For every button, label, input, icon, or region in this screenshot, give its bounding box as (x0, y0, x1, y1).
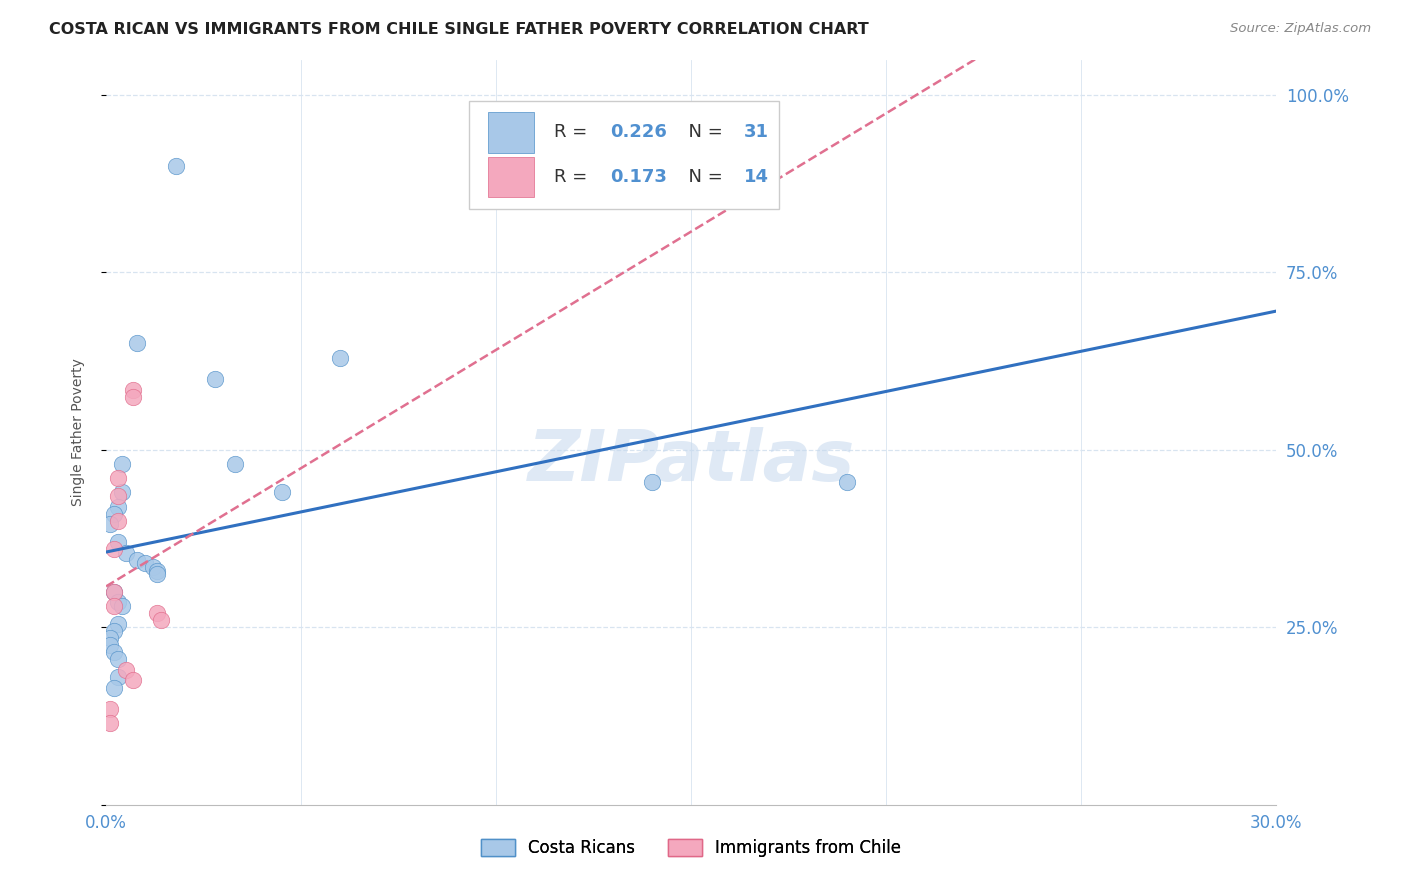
Point (107, 670, 129, 684)
Point (122, 383, 145, 397)
Text: R =: R = (554, 168, 593, 186)
Point (146, 567, 169, 582)
FancyBboxPatch shape (468, 101, 779, 209)
Point (98, 702, 121, 716)
Point (122, 390, 145, 404)
Point (146, 606, 169, 620)
Point (98, 716, 121, 731)
Text: N =: N = (678, 123, 728, 142)
Point (107, 535, 129, 549)
Point (329, 351, 352, 365)
Y-axis label: Single Father Poverty: Single Father Poverty (72, 359, 86, 506)
Point (149, 613, 172, 627)
Point (98, 517, 121, 532)
Point (98, 638, 121, 652)
Point (103, 507, 125, 521)
FancyBboxPatch shape (488, 112, 534, 153)
Text: COSTA RICAN VS IMMIGRANTS FROM CHILE SINGLE FATHER POVERTY CORRELATION CHART: COSTA RICAN VS IMMIGRANTS FROM CHILE SIN… (49, 22, 869, 37)
Point (204, 372, 226, 386)
Legend: Costa Ricans, Immigrants from Chile: Costa Ricans, Immigrants from Chile (475, 832, 908, 863)
Point (103, 624, 125, 638)
Point (107, 652, 129, 666)
Point (114, 663, 136, 677)
Point (835, 475, 858, 489)
Text: R =: R = (554, 123, 593, 142)
Point (270, 485, 292, 500)
Text: 31: 31 (744, 123, 769, 142)
Point (224, 457, 246, 471)
Point (111, 457, 134, 471)
Point (127, 336, 149, 351)
Point (107, 471, 129, 485)
Point (641, 475, 664, 489)
Point (107, 616, 129, 631)
Point (111, 599, 134, 613)
Point (103, 599, 125, 613)
Point (103, 584, 125, 599)
Point (103, 542, 125, 557)
Point (165, 159, 187, 173)
Point (107, 500, 129, 514)
Point (107, 595, 129, 609)
Point (114, 546, 136, 560)
Point (122, 673, 145, 688)
Text: 0.226: 0.226 (610, 123, 668, 142)
Point (103, 681, 125, 695)
Text: N =: N = (678, 168, 728, 186)
Point (111, 485, 134, 500)
Point (107, 514, 129, 528)
Point (127, 553, 149, 567)
Point (142, 560, 165, 574)
Point (107, 489, 129, 503)
Point (134, 557, 156, 571)
Point (103, 584, 125, 599)
Text: Source: ZipAtlas.com: Source: ZipAtlas.com (1230, 22, 1371, 36)
Point (98, 631, 121, 645)
Text: 0.173: 0.173 (610, 168, 668, 186)
Point (103, 645, 125, 659)
FancyBboxPatch shape (488, 157, 534, 197)
Text: 14: 14 (744, 168, 769, 186)
Text: ZIPatlas: ZIPatlas (527, 427, 855, 497)
Point (146, 564, 169, 578)
